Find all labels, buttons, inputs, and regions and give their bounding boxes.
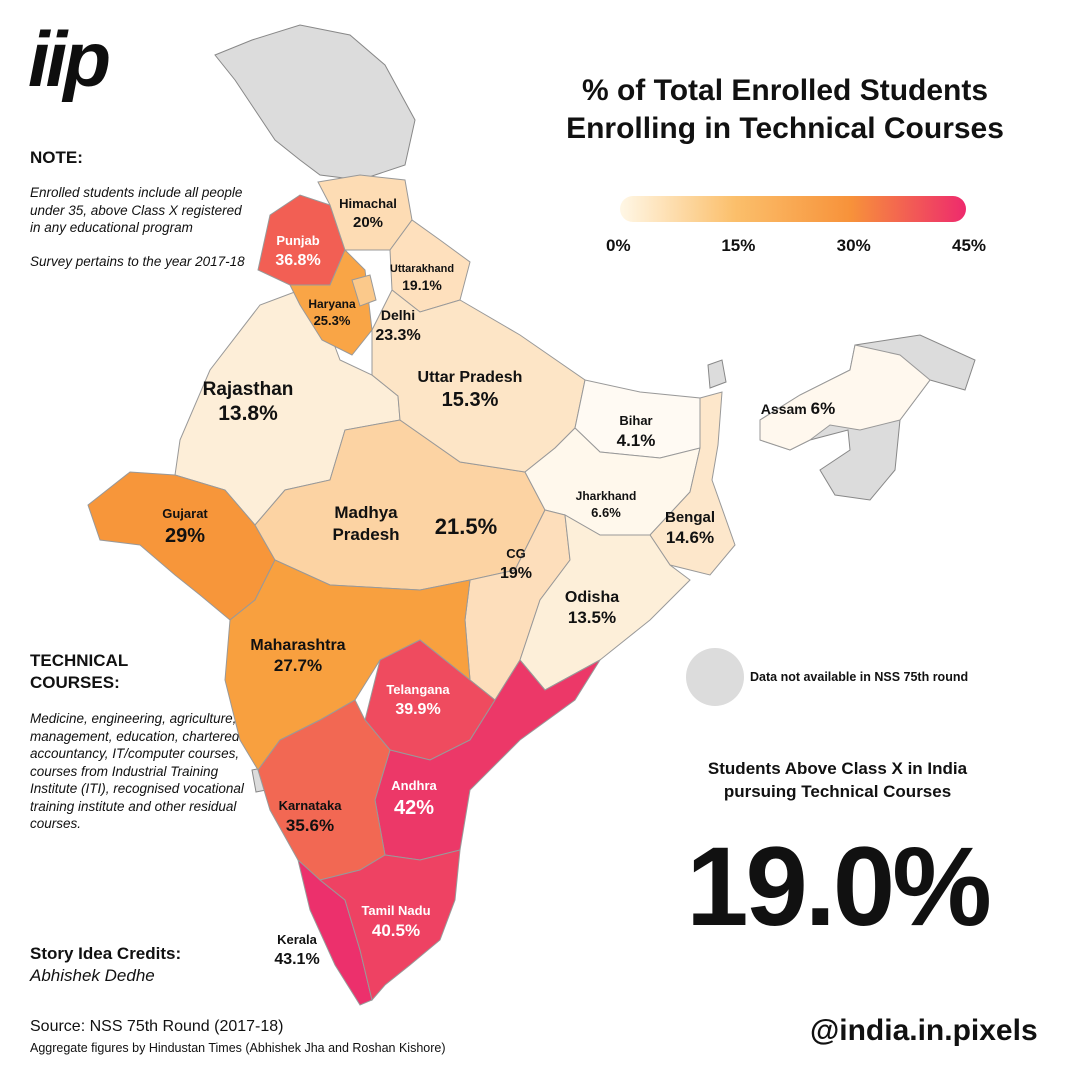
label-uttar_pradesh-value: 15.3%	[442, 389, 499, 411]
label-delhi-value: 23.3%	[375, 327, 420, 344]
label-maharashtra-value: 27.7%	[274, 656, 322, 675]
map-title: % of Total Enrolled Students Enrolling i…	[520, 72, 1050, 147]
no-data-swatch	[686, 648, 744, 706]
label-assam: Assam 6%	[761, 399, 835, 418]
national-stat-value: 19.0%	[686, 824, 992, 949]
label-rajasthan-value: 13.8%	[218, 402, 278, 425]
label-cg-name: CG	[506, 546, 526, 561]
credits-name: Abhishek Dedhe	[30, 966, 155, 985]
technical-courses-text: Medicine, engineering, agriculture, law,…	[30, 711, 264, 832]
stat-heading-line-1: Students Above Class X in India	[707, 759, 968, 778]
label-punjab-value: 36.8%	[275, 252, 320, 269]
label-haryana-name: Haryana	[308, 297, 356, 311]
label-punjab-name: Punjab	[276, 233, 319, 248]
note-heading: NOTE:	[30, 148, 83, 167]
label-gujarat-name: Gujarat	[162, 506, 208, 521]
label-andhra-value: 42%	[394, 797, 434, 819]
title-line-2: Enrolling in Technical Courses	[566, 111, 1004, 145]
scale-tick-45: 45%	[952, 236, 987, 255]
label-karnataka-name: Karnataka	[279, 798, 343, 813]
stat-heading-line-2: pursuing Technical Courses	[723, 781, 952, 801]
label-bihar-name: Bihar	[619, 413, 652, 428]
account-handle: @india.in.pixels	[810, 1014, 1038, 1047]
label-kerala-value: 43.1%	[274, 951, 319, 968]
map-labels: Punjab 36.8% Himachal 20% Uttarakhand 19.1% Ha…	[162, 196, 835, 968]
label-jharkhand-value: 6.6%	[591, 505, 621, 520]
label-karnataka-value: 35.6%	[286, 816, 334, 835]
scale-tick-15: 15%	[721, 236, 756, 255]
label-odisha-name: Odisha	[565, 589, 619, 606]
label-jharkhand-name: Jharkhand	[576, 489, 637, 503]
label-madhya_pradesh-value: 21.5%	[435, 514, 497, 539]
label-kerala-name: Kerala	[277, 932, 318, 947]
label-himachal-name: Himachal	[339, 196, 397, 211]
technical-courses-heading: TECHNICAL COURSES:	[30, 651, 128, 693]
label-rajasthan-name: Rajasthan	[203, 379, 294, 400]
iip-logo: iip	[28, 15, 111, 103]
label-telangana-name: Telangana	[386, 682, 450, 697]
label-telangana-value: 39.9%	[395, 701, 440, 718]
region-jammu-kashmir	[214, 24, 416, 181]
note-text: Enrolled students include all people und…	[30, 184, 255, 270]
region-tamil-nadu	[318, 849, 461, 1002]
scale-tick-30: 30%	[836, 236, 871, 255]
label-uttar_pradesh-name: Uttar Pradesh	[418, 369, 523, 386]
note-text-1: Enrolled students include all people und…	[30, 185, 243, 236]
label-tamil_nadu-value: 40.5%	[372, 921, 420, 940]
label-tamil_nadu-name: Tamil Nadu	[361, 903, 430, 918]
source-line: Source: NSS 75th Round (2017-18)	[30, 1018, 284, 1035]
region-assam	[759, 344, 931, 451]
label-gujarat-value: 29%	[165, 525, 205, 547]
label-madhya_pradesh-name_line2: Pradesh	[332, 525, 399, 544]
credits-heading: Story Idea Credits:	[30, 944, 182, 963]
region-delhi	[351, 274, 377, 307]
scale-tick-0: 0%	[606, 236, 631, 255]
label-maharashtra-name: Maharashtra	[250, 637, 345, 654]
label-haryana-value: 25.3%	[314, 313, 351, 328]
no-data-label: Data not available in NSS 75th round	[750, 670, 969, 684]
label-delhi-name: Delhi	[381, 307, 415, 323]
region-bengal	[649, 391, 736, 576]
color-scale-bar	[620, 196, 966, 222]
region-odisha	[519, 514, 691, 691]
region-sikkim	[707, 359, 727, 389]
label-uttarakhand-name: Uttarakhand	[390, 263, 454, 275]
label-odisha-value: 13.5%	[568, 608, 616, 627]
label-assam-value: 6%	[811, 399, 836, 418]
label-assam-name: Assam	[761, 401, 811, 417]
label-uttarakhand-value: 19.1%	[402, 277, 442, 293]
label-cg-value: 19%	[500, 565, 532, 582]
national-stat-heading: Students Above Class X in India pursuing…	[660, 758, 1015, 804]
label-bengal-value: 14.6%	[666, 528, 714, 547]
label-andhra-name: Andhra	[391, 778, 437, 793]
label-himachal-value: 20%	[353, 214, 383, 231]
label-madhya_pradesh-name_line1: Madhya	[334, 503, 398, 522]
source-aggregate-line: Aggregate figures by Hindustan Times (Ab…	[30, 1041, 446, 1055]
title-line-1: % of Total Enrolled Students	[581, 74, 989, 107]
label-bengal-name: Bengal	[665, 509, 715, 526]
label-bihar-value: 4.1%	[617, 431, 656, 450]
note-text-2: Survey pertains to the year 2017-18	[30, 253, 245, 269]
